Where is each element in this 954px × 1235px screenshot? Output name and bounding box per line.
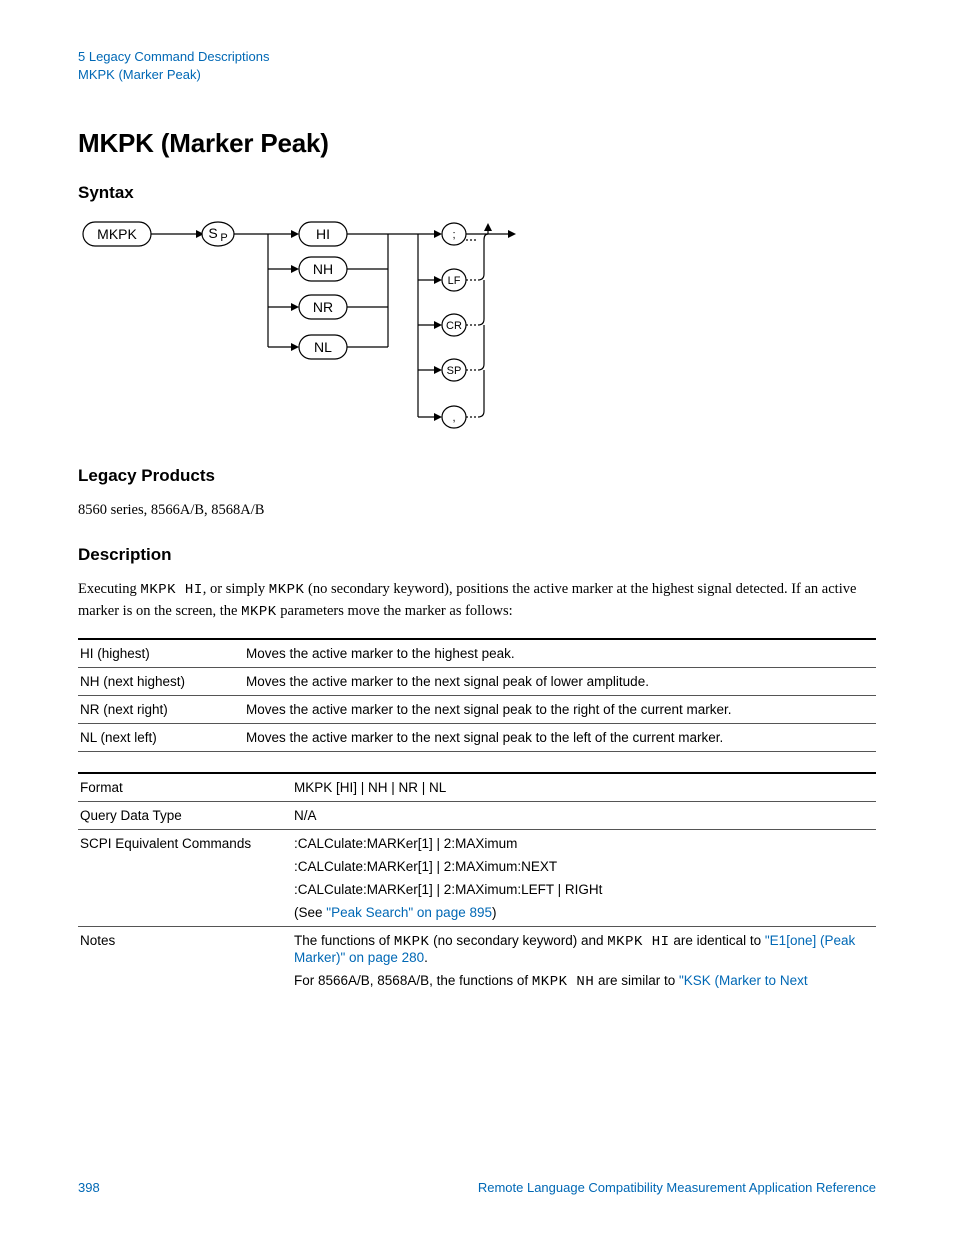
scpi-see-post: ) (492, 905, 497, 920)
scpi-line-1: :CALCulate:MARKer[1] | 2:MAXimum (294, 836, 872, 851)
diagram-opt-1: NH (313, 261, 333, 277)
notes-line-2: For 8566A/B, 8568A/B, the functions of M… (294, 973, 872, 990)
notes2-pre: For 8566A/B, 8568A/B, the functions of (294, 973, 532, 988)
param-hi-left: HI (highest) (78, 639, 244, 668)
param-nr-left: NR (next right) (78, 695, 244, 723)
notes1-pre: The functions of (294, 933, 394, 948)
syntax-diagram: MKPK S P HI NH (78, 217, 876, 442)
diagram-opt-2: NR (313, 299, 333, 315)
format-value: MKPK [HI] | NH | NR | NL (292, 773, 876, 802)
page-footer: 398 Remote Language Compatibility Measur… (78, 1180, 876, 1195)
doc-title: Remote Language Compatibility Measuremen… (478, 1180, 876, 1195)
param-nr-right: Moves the active marker to the next sign… (244, 695, 876, 723)
scpi-line-2: :CALCulate:MARKer[1] | 2:MAXimum:NEXT (294, 859, 872, 874)
description-body: Executing MKPK HI, or simply MKPK (no se… (78, 579, 876, 622)
param-nh-left: NH (next highest) (78, 667, 244, 695)
diagram-sp-sub: P (220, 232, 227, 244)
diagram-term-3: SP (447, 365, 462, 377)
scpi-label: SCPI Equivalent Commands (78, 829, 292, 926)
page-title: MKPK (Marker Peak) (78, 128, 876, 159)
ksk-link[interactable]: "KSK (Marker to Next (679, 973, 808, 988)
scpi-see-pre: (See (294, 905, 326, 920)
peak-search-link[interactable]: "Peak Search" on page 895 (326, 905, 492, 920)
syntax-heading: Syntax (78, 183, 876, 203)
diagram-term-1: LF (448, 275, 461, 287)
param-nl-right: Moves the active marker to the next sign… (244, 723, 876, 751)
parameters-table: HI (highest) Moves the active marker to … (78, 638, 876, 752)
table-row: HI (highest) Moves the active marker to … (78, 639, 876, 668)
legacy-heading: Legacy Products (78, 466, 876, 486)
notes-value: The functions of MKPK (no secondary keyw… (292, 926, 876, 996)
notes-label: Notes (78, 926, 292, 996)
notes1-mid2: are identical to (670, 933, 765, 948)
desc-mono-3: MKPK (241, 604, 277, 620)
table-row: Format MKPK [HI] | NH | NR | NL (78, 773, 876, 802)
desc-mono-2: MKPK (269, 582, 305, 598)
breadcrumb-line1[interactable]: 5 Legacy Command Descriptions (78, 48, 876, 66)
diagram-term-4: , (452, 412, 455, 424)
notes2-mono: MKPK NH (532, 974, 594, 990)
notes-line-1: The functions of MKPK (no secondary keyw… (294, 933, 872, 965)
notes1-post: . (424, 950, 428, 965)
diagram-opt-3: NL (314, 339, 332, 355)
scpi-value: :CALCulate:MARKer[1] | 2:MAXimum :CALCul… (292, 829, 876, 926)
scpi-line-3: :CALCulate:MARKer[1] | 2:MAXimum:LEFT | … (294, 882, 872, 897)
query-label: Query Data Type (78, 801, 292, 829)
param-hi-right: Moves the active marker to the highest p… (244, 639, 876, 668)
page-number: 398 (78, 1180, 100, 1195)
desc-text-1: Executing (78, 581, 140, 597)
table-row: SCPI Equivalent Commands :CALCulate:MARK… (78, 829, 876, 926)
diagram-start: MKPK (97, 226, 137, 242)
table-row: Query Data Type N/A (78, 801, 876, 829)
param-nl-left: NL (next left) (78, 723, 244, 751)
breadcrumb-line2[interactable]: MKPK (Marker Peak) (78, 66, 876, 84)
param-nh-right: Moves the active marker to the next sign… (244, 667, 876, 695)
table-row: Notes The functions of MKPK (no secondar… (78, 926, 876, 996)
query-value: N/A (292, 801, 876, 829)
legacy-body: 8560 series, 8566A/B, 8568A/B (78, 500, 876, 521)
notes1-mid1: (no secondary keyword) and (429, 933, 607, 948)
description-heading: Description (78, 545, 876, 565)
notes1-mono2: MKPK HI (607, 934, 669, 950)
table-row: NR (next right) Moves the active marker … (78, 695, 876, 723)
table-row: NL (next left) Moves the active marker t… (78, 723, 876, 751)
diagram-term-0: ; (452, 229, 455, 241)
details-table: Format MKPK [HI] | NH | NR | NL Query Da… (78, 772, 876, 996)
notes2-mid: are similar to (594, 973, 679, 988)
scpi-line-4: (See "Peak Search" on page 895) (294, 905, 872, 920)
format-label: Format (78, 773, 292, 802)
diagram-sp: S (208, 225, 217, 241)
table-row: NH (next highest) Moves the active marke… (78, 667, 876, 695)
desc-text-4: parameters move the marker as follows: (277, 603, 513, 619)
diagram-opt-0: HI (316, 226, 330, 242)
diagram-term-2: CR (446, 320, 462, 332)
notes1-mono1: MKPK (394, 934, 430, 950)
desc-text-2: , or simply (203, 581, 269, 597)
desc-mono-1: MKPK HI (140, 582, 202, 598)
